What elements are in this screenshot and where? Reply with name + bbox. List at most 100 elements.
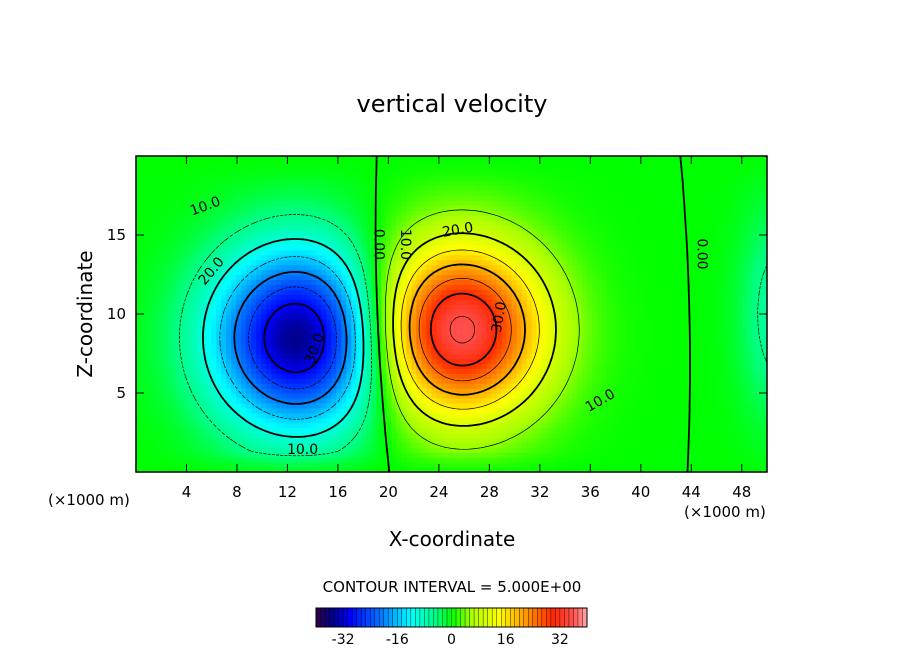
field-cell	[136, 417, 142, 424]
field-cell	[391, 220, 398, 226]
field-cell	[516, 358, 523, 364]
field-cell	[471, 239, 478, 246]
field-cell	[341, 274, 347, 281]
field-cell	[241, 284, 247, 290]
field-cell	[346, 289, 352, 295]
field-cell	[296, 437, 302, 443]
field-cell	[231, 195, 237, 202]
field-cell	[511, 358, 518, 364]
field-cell	[266, 264, 272, 271]
field-cell	[321, 180, 327, 187]
field-cell	[476, 230, 483, 236]
field-cell	[196, 249, 202, 256]
field-cell	[271, 279, 277, 285]
field-cell	[216, 467, 222, 472]
field-cell	[271, 304, 277, 310]
field-cell	[136, 397, 142, 404]
field-cell	[391, 467, 398, 472]
field-cell	[191, 333, 197, 340]
field-cell	[221, 269, 227, 276]
field-cell	[516, 447, 523, 453]
field-cell	[196, 432, 202, 439]
field-cell	[371, 402, 377, 409]
field-cell	[276, 437, 282, 443]
field-cell	[446, 230, 453, 236]
field-cell	[501, 402, 508, 409]
field-cell	[391, 378, 398, 384]
field-cell	[331, 432, 337, 439]
field-cell	[436, 388, 443, 394]
field-cell	[266, 225, 272, 231]
field-cell	[151, 244, 157, 251]
field-cell	[381, 230, 387, 236]
field-cell	[406, 407, 413, 414]
field-cell	[291, 289, 297, 295]
field-cell	[411, 269, 418, 276]
field-cell	[361, 412, 367, 419]
field-cell	[141, 328, 147, 335]
field-cell	[421, 407, 428, 414]
field-cell	[461, 447, 468, 453]
field-cell	[196, 333, 202, 340]
field-cell	[276, 452, 282, 458]
field-cell	[181, 457, 187, 463]
field-cell	[356, 244, 362, 251]
field-cell	[301, 200, 307, 206]
field-cell	[501, 165, 508, 172]
field-cell	[271, 264, 277, 271]
field-cell	[456, 467, 463, 472]
field-cell	[311, 264, 317, 271]
field-cell	[351, 432, 357, 439]
field-cell	[521, 383, 528, 389]
field-cell	[386, 289, 393, 295]
field-cell	[351, 210, 357, 216]
field-cell	[436, 230, 443, 236]
field-cell	[191, 432, 197, 439]
field-cell	[331, 407, 337, 414]
field-cell	[206, 264, 212, 271]
field-cell	[371, 318, 377, 325]
field-cell	[186, 289, 192, 295]
field-cell	[151, 165, 157, 172]
field-cell	[521, 230, 528, 236]
field-cell	[366, 388, 372, 394]
field-cell	[436, 333, 443, 340]
field-cell	[196, 225, 202, 231]
field-cell	[336, 427, 342, 434]
field-cell	[226, 279, 232, 285]
field-cell	[321, 269, 327, 276]
field-cell	[471, 452, 478, 458]
field-cell	[286, 378, 292, 384]
field-cell	[331, 378, 337, 384]
field-cell	[476, 165, 483, 172]
field-cell	[506, 304, 513, 310]
field-cell	[161, 205, 167, 211]
field-cell	[291, 343, 297, 350]
field-cell	[371, 338, 377, 345]
field-cell	[221, 239, 227, 246]
field-cell	[256, 407, 262, 414]
field-cell	[176, 269, 182, 276]
field-cell	[146, 323, 152, 330]
field-cell	[516, 314, 523, 320]
field-cell	[231, 180, 237, 187]
field-cell	[251, 343, 257, 350]
field-cell	[316, 230, 322, 236]
field-cell	[506, 299, 513, 305]
field-cell	[316, 180, 322, 187]
field-cell	[341, 338, 347, 345]
field-cell	[201, 462, 207, 468]
field-cell	[171, 407, 177, 414]
field-cell	[361, 259, 367, 266]
field-cell	[391, 165, 398, 172]
field-cell	[226, 274, 232, 281]
field-cell	[396, 249, 403, 256]
field-cell	[251, 235, 257, 241]
field-cell	[396, 259, 403, 266]
field-cell	[466, 269, 473, 276]
field-cell	[506, 407, 513, 414]
field-cell	[191, 269, 197, 276]
field-cell	[176, 156, 182, 162]
field-cell	[216, 318, 222, 325]
field-cell	[166, 304, 172, 310]
